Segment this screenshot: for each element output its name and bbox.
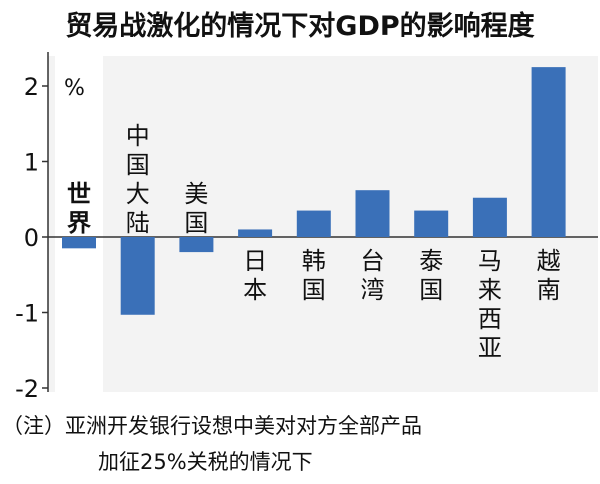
footnote-line-2: 加征25%关税的情况下 <box>98 450 313 474</box>
category-label-char: 台 <box>361 247 385 275</box>
highlight-band <box>55 56 103 392</box>
category-label-5: 韩国 <box>302 247 326 304</box>
category-label-char: 中 <box>126 122 150 150</box>
category-label-char: 南 <box>537 276 561 304</box>
category-label-4: 日本 <box>243 247 267 304</box>
category-label-char: 湾 <box>361 276 385 304</box>
bar-9 <box>531 67 566 237</box>
category-label-7: 泰国 <box>419 247 443 304</box>
bar-2 <box>120 237 155 315</box>
category-label-char: 美 <box>184 180 208 208</box>
bar-6 <box>355 190 390 237</box>
category-label-char: 界 <box>67 209 91 237</box>
category-label-char: 陆 <box>126 209 150 237</box>
category-label-char: 国 <box>302 276 326 304</box>
category-label-char: 本 <box>243 276 267 304</box>
chart-title: 贸易战激化的情况下对GDP的影响程度 <box>65 11 535 42</box>
y-tick-label: 0 <box>24 224 39 252</box>
category-label-char: 日 <box>243 247 267 275</box>
category-label-char: 马 <box>478 247 502 275</box>
y-unit-label: % <box>64 76 85 101</box>
category-label-char: 越 <box>537 247 561 275</box>
footnote-line-1: （注）亚洲开发银行设想中美对对方全部产品 <box>2 414 422 438</box>
category-label-9: 越南 <box>537 247 561 304</box>
bar-5 <box>296 210 331 237</box>
y-tick-label: -2 <box>15 375 39 400</box>
category-label-1: 世界 <box>67 180 91 237</box>
bar-1 <box>62 237 96 249</box>
y-tick-label: 2 <box>24 73 39 101</box>
category-label-char: 西 <box>478 305 502 333</box>
category-label-3: 美国 <box>184 180 208 237</box>
category-label-char: 亚 <box>478 334 502 362</box>
category-label-char: 泰 <box>419 247 443 275</box>
bar-4 <box>238 229 273 237</box>
category-label-char: 国 <box>184 209 208 237</box>
category-label-char: 大 <box>126 180 150 208</box>
y-tick-label: 1 <box>24 149 39 177</box>
bar-7 <box>414 210 449 237</box>
y-tick-label: -1 <box>15 300 39 328</box>
category-label-char: 国 <box>126 151 150 179</box>
bar-8 <box>472 197 507 237</box>
category-label-6: 台湾 <box>361 247 385 304</box>
category-label-char: 国 <box>419 276 443 304</box>
category-label-char: 世 <box>67 180 91 208</box>
bar-3 <box>179 237 214 253</box>
category-label-char: 韩 <box>302 247 326 275</box>
category-label-char: 来 <box>478 276 502 304</box>
